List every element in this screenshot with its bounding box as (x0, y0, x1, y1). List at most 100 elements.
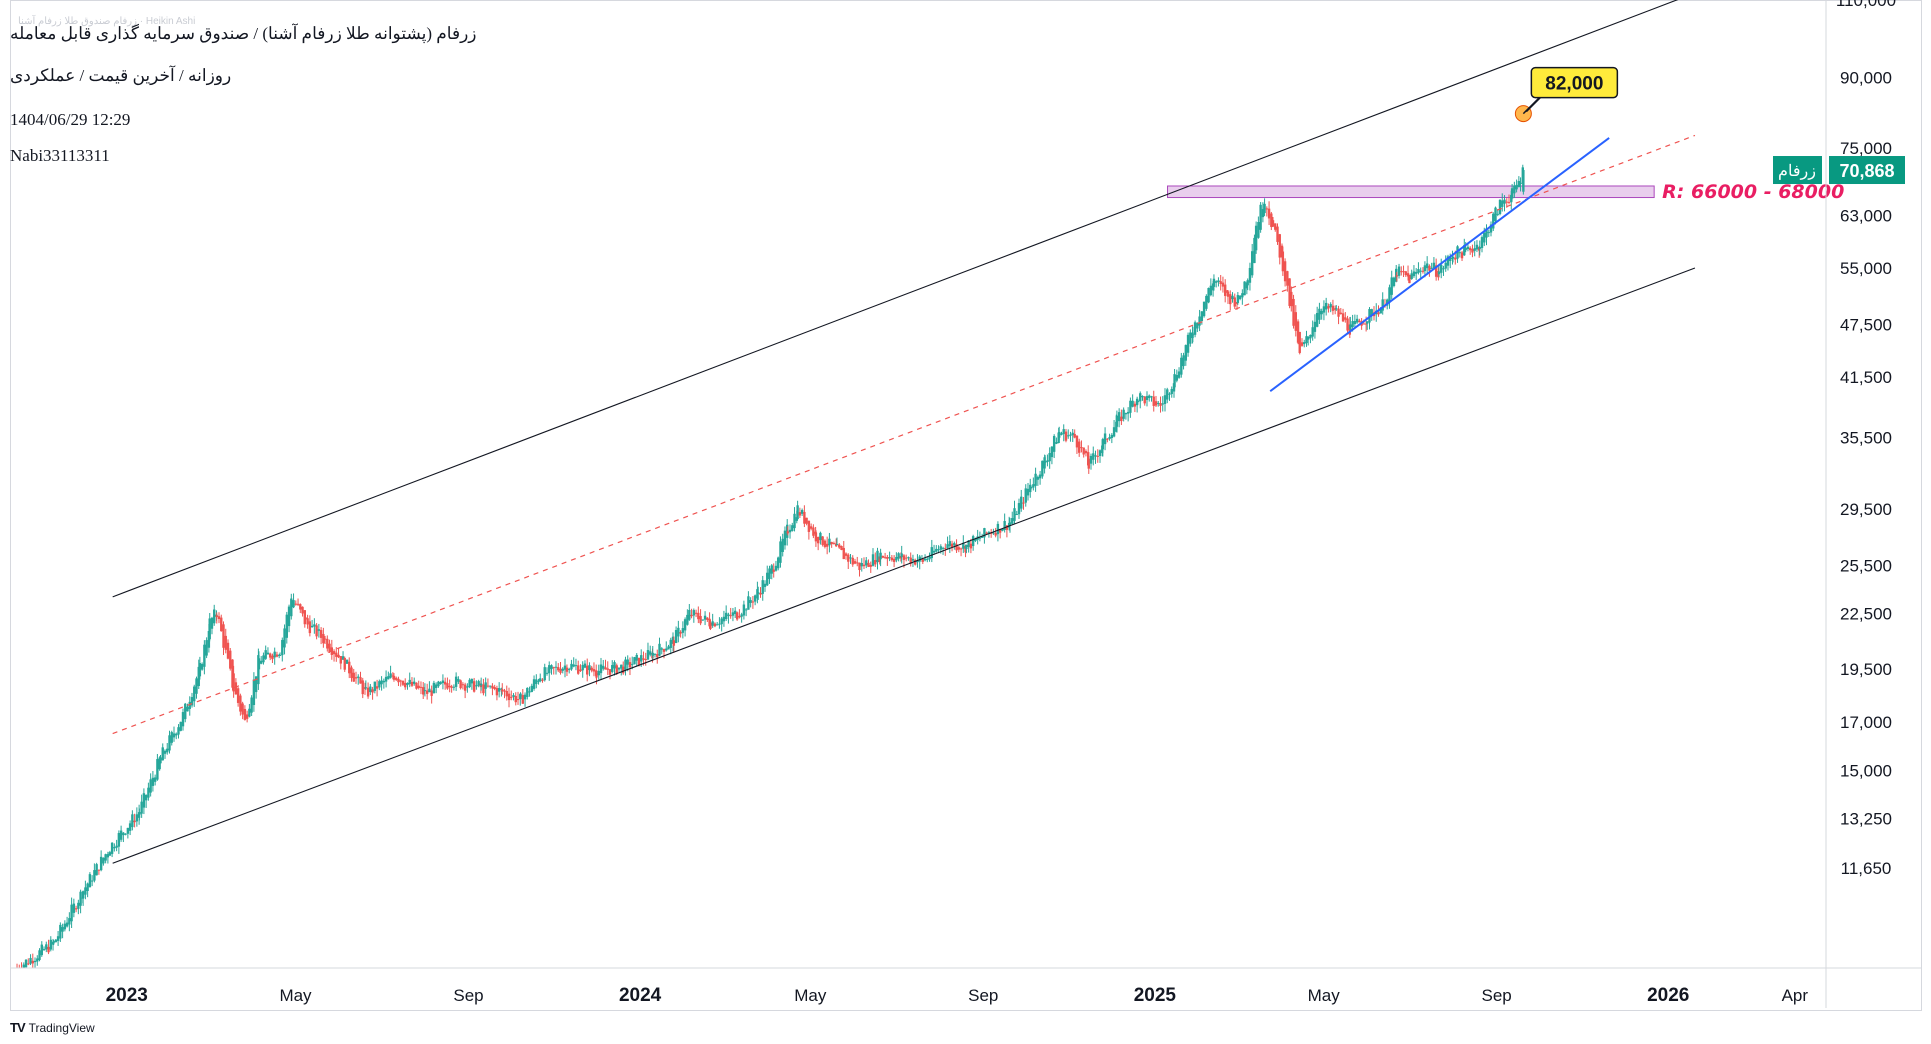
candle[interactable] (892, 555, 896, 568)
candle[interactable] (521, 689, 524, 704)
candle[interactable] (117, 830, 121, 854)
candle[interactable] (550, 664, 553, 675)
candle[interactable] (415, 682, 418, 690)
candle[interactable] (493, 684, 496, 691)
candle[interactable] (292, 593, 295, 609)
candle[interactable] (262, 652, 265, 665)
candle[interactable] (1434, 258, 1438, 281)
candle[interactable] (788, 524, 792, 539)
candle[interactable] (466, 683, 469, 693)
candle[interactable] (1236, 292, 1240, 305)
candle[interactable] (1265, 206, 1269, 217)
candle[interactable] (1163, 388, 1167, 412)
candle[interactable] (1412, 265, 1416, 278)
candle[interactable] (102, 857, 105, 866)
candle[interactable] (595, 671, 598, 685)
candle[interactable] (59, 922, 62, 942)
candle[interactable] (528, 686, 531, 697)
candle[interactable] (1173, 369, 1176, 390)
candle[interactable] (900, 545, 903, 564)
candle[interactable] (809, 523, 813, 531)
candle[interactable] (140, 794, 143, 818)
candle[interactable] (1344, 312, 1347, 323)
candle[interactable] (812, 524, 815, 539)
candle[interactable] (946, 536, 949, 550)
candle[interactable] (38, 948, 41, 962)
candle[interactable] (881, 555, 885, 559)
candle[interactable] (735, 611, 739, 621)
candle[interactable] (1124, 412, 1128, 420)
candle[interactable] (823, 539, 827, 549)
candle[interactable] (245, 710, 249, 723)
candle[interactable] (816, 536, 820, 551)
candle[interactable] (828, 532, 831, 553)
candle[interactable] (475, 680, 478, 690)
candle[interactable] (1048, 447, 1051, 469)
candle[interactable] (796, 500, 799, 521)
candle[interactable] (328, 639, 331, 653)
candle[interactable] (184, 702, 187, 723)
candle[interactable] (930, 539, 934, 563)
candle[interactable] (1087, 455, 1090, 474)
candle[interactable] (539, 673, 542, 683)
candle[interactable] (781, 533, 784, 557)
candle[interactable] (1166, 387, 1169, 404)
candle[interactable] (16, 963, 18, 969)
candle[interactable] (1029, 486, 1033, 490)
candle[interactable] (193, 684, 196, 707)
candle[interactable] (1494, 206, 1497, 225)
candle[interactable] (608, 669, 612, 680)
candle[interactable] (1135, 396, 1139, 413)
candle[interactable] (1080, 440, 1083, 453)
candle[interactable] (259, 656, 263, 665)
candle[interactable] (432, 680, 436, 694)
channel-upper[interactable] (112, 0, 1695, 598)
candle[interactable] (1466, 243, 1470, 252)
candle[interactable] (1288, 278, 1291, 309)
candle[interactable] (1196, 322, 1199, 333)
candle[interactable] (729, 607, 732, 619)
candle[interactable] (1191, 326, 1195, 343)
candle[interactable] (126, 827, 130, 839)
candle[interactable] (840, 545, 843, 551)
candle[interactable] (644, 652, 647, 666)
candle[interactable] (519, 692, 522, 698)
candle[interactable] (24, 959, 28, 971)
candle[interactable] (1145, 391, 1149, 407)
candle[interactable] (581, 661, 584, 678)
candle[interactable] (1060, 431, 1063, 436)
candle[interactable] (313, 618, 316, 634)
candle[interactable] (950, 540, 954, 552)
candle[interactable] (49, 936, 52, 952)
candle[interactable] (1292, 294, 1295, 329)
candle[interactable] (530, 683, 534, 693)
candle[interactable] (928, 552, 931, 562)
candle[interactable] (1198, 309, 1201, 332)
candle[interactable] (361, 677, 364, 699)
candle[interactable] (364, 680, 368, 690)
candle[interactable] (63, 920, 67, 932)
candle[interactable] (681, 621, 685, 639)
candle[interactable] (1417, 262, 1420, 275)
candle[interactable] (842, 540, 845, 560)
candle[interactable] (1390, 270, 1393, 300)
candle[interactable] (203, 640, 206, 675)
candle[interactable] (378, 679, 381, 691)
candle[interactable] (1381, 292, 1384, 315)
candle[interactable] (304, 614, 307, 620)
candle[interactable] (1022, 497, 1025, 510)
candle[interactable] (1152, 390, 1155, 412)
candle[interactable] (56, 930, 60, 946)
candle[interactable] (278, 652, 282, 657)
candle[interactable] (763, 580, 767, 592)
candle[interactable] (159, 754, 162, 764)
candle[interactable] (93, 863, 96, 883)
candle[interactable] (733, 607, 737, 618)
candle[interactable] (965, 544, 968, 554)
candle[interactable] (523, 692, 527, 707)
candle[interactable] (1226, 290, 1230, 304)
candle[interactable] (1311, 320, 1314, 341)
candle[interactable] (1388, 284, 1391, 309)
candle[interactable] (554, 661, 558, 675)
candle[interactable] (987, 530, 991, 538)
